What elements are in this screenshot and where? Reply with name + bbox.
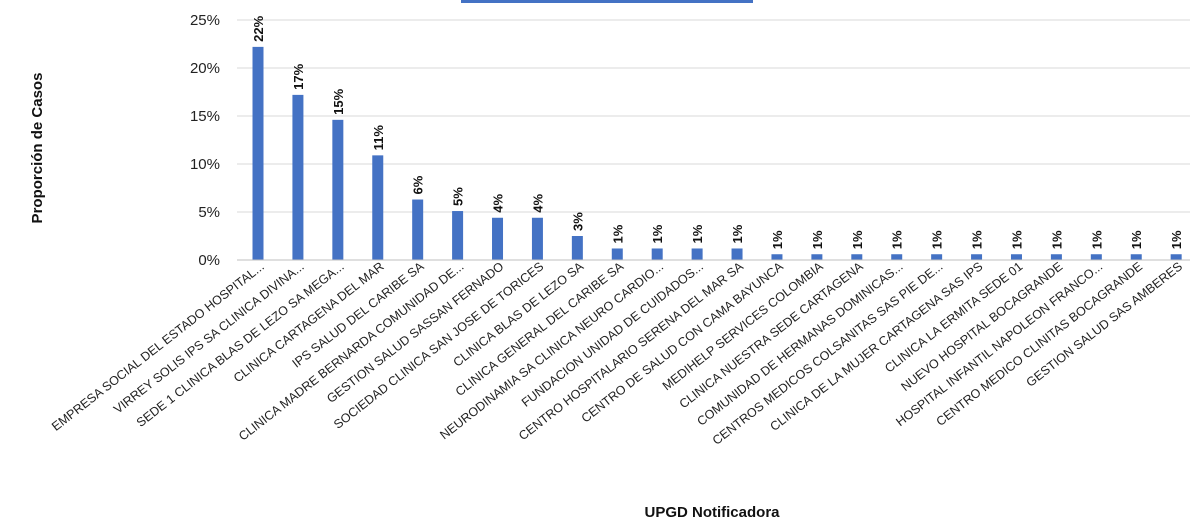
bar — [492, 217, 504, 260]
data-label: 17% — [291, 63, 306, 89]
x-axis-categories: EMPRESA SOCIAL DEL ESTADO HOSPITAL...VIR… — [49, 259, 1185, 448]
bar — [1130, 254, 1142, 260]
data-label: 1% — [690, 224, 705, 243]
data-label: 1% — [1089, 230, 1104, 249]
data-label: 11% — [371, 125, 386, 151]
bar — [851, 254, 863, 260]
data-label: 22% — [251, 15, 266, 41]
data-label: 1% — [970, 230, 985, 249]
bar — [891, 254, 903, 260]
bar — [1170, 254, 1182, 260]
bar — [931, 254, 943, 260]
data-label: 1% — [1009, 230, 1024, 249]
data-label: 1% — [1169, 230, 1184, 249]
bar — [651, 248, 663, 260]
y-axis-ticks: 0% 5% 10% 15% 20% 25% — [190, 12, 220, 269]
data-label: 3% — [570, 212, 585, 231]
y-tick-label: 0% — [198, 252, 220, 269]
y-tick-label: 25% — [190, 12, 220, 29]
data-label: 1% — [890, 230, 905, 249]
bar — [332, 119, 344, 260]
x-axis-title: UPGD Notificadora — [644, 504, 780, 521]
y-axis-title: Proporción de Casos — [29, 73, 46, 224]
gridlines — [237, 19, 1190, 213]
bar — [731, 248, 743, 260]
bar — [452, 211, 464, 260]
data-label: 1% — [930, 230, 945, 249]
y-tick-label: 10% — [190, 156, 220, 173]
bar — [1010, 254, 1022, 260]
data-label: 5% — [451, 187, 466, 206]
bar — [252, 46, 264, 260]
bar — [372, 155, 384, 260]
data-label: 4% — [491, 194, 506, 213]
bar — [571, 236, 583, 260]
data-label: 6% — [411, 175, 426, 194]
data-label: 1% — [650, 224, 665, 243]
bar — [1090, 254, 1102, 260]
data-label: 1% — [1049, 230, 1064, 249]
data-label: 1% — [610, 224, 625, 243]
bar — [412, 199, 424, 260]
bar — [1050, 254, 1062, 260]
bar — [611, 248, 623, 260]
bar — [811, 254, 823, 260]
y-tick-label: 5% — [198, 204, 220, 221]
bar — [292, 94, 304, 260]
bars — [252, 46, 1182, 260]
bar — [971, 254, 983, 260]
data-label: 1% — [810, 230, 825, 249]
bar — [531, 217, 543, 260]
data-labels: 22% 17% 15% 11% 6% 5% 4% 4% 3% 1% 1% 1% 1% 1% 1% 1% 1% 1%… — [251, 15, 1184, 249]
data-label: 1% — [850, 230, 865, 249]
y-tick-label: 20% — [190, 60, 220, 77]
bar — [691, 248, 703, 260]
data-label: 1% — [730, 224, 745, 243]
data-label: 1% — [1129, 230, 1144, 249]
data-label: 15% — [331, 88, 346, 114]
data-label: 1% — [770, 230, 785, 249]
data-label: 4% — [530, 194, 545, 213]
bar — [771, 254, 783, 260]
legend-box-fragment — [461, 0, 753, 3]
y-tick-label: 15% — [190, 108, 220, 125]
